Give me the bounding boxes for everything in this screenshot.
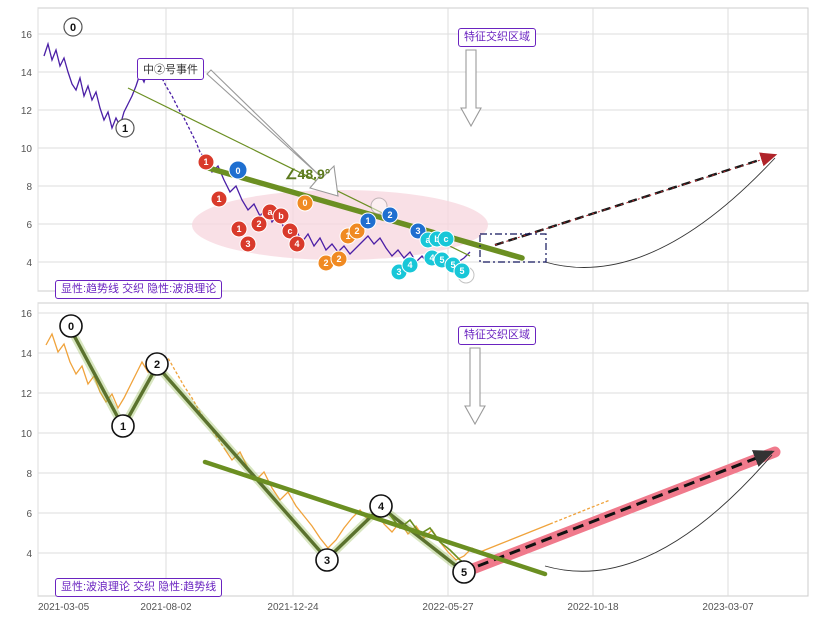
top-trend-line-olive	[202, 164, 525, 261]
bottom-trend-line-olive	[202, 459, 548, 577]
svg-text:0: 0	[302, 198, 307, 208]
bottom-pivot-5: 5	[452, 560, 476, 584]
svg-text:3: 3	[415, 226, 420, 236]
svg-text:8: 8	[26, 182, 32, 193]
svg-text:c: c	[443, 234, 448, 244]
svg-text:10: 10	[21, 144, 33, 155]
svg-text:10: 10	[21, 429, 33, 440]
svg-text:5: 5	[461, 567, 467, 579]
svg-text:2: 2	[336, 254, 341, 264]
svg-text:2021-12-24: 2021-12-24	[267, 602, 319, 613]
svg-text:4: 4	[26, 258, 32, 269]
svg-text:1: 1	[120, 421, 126, 433]
bottom-pivot-2: 2	[145, 352, 169, 376]
bottom-panel: 0 1 2 3 4 5	[37, 302, 809, 597]
top-wave-markers: 1 1 1 3 2 a b c 4 0 0 2 2 1 2 1 2 3 4 3	[197, 153, 471, 281]
top-feature-zone-label: 特征交织区域	[458, 28, 536, 47]
bottom-pivot-3: 3	[315, 548, 339, 572]
svg-text:12: 12	[21, 389, 33, 400]
top-zone-arrow	[460, 49, 482, 128]
bottom-arc-curve	[544, 454, 773, 572]
top-pivot-1: 1	[115, 118, 135, 138]
svg-text:2: 2	[256, 219, 261, 229]
svg-text:8: 8	[26, 469, 32, 480]
svg-text:4: 4	[294, 239, 299, 249]
bottom-wave-main	[68, 327, 466, 574]
svg-text:a: a	[425, 235, 431, 245]
top-event-arrow	[206, 69, 339, 197]
svg-text:2: 2	[323, 258, 328, 268]
svg-text:a: a	[267, 207, 273, 217]
top-y-axis: 16 14 12 10 8 6 4	[21, 30, 33, 269]
svg-text:2: 2	[354, 226, 359, 236]
top-panel: 0 1 1 1 1 3 2 a b c 4	[37, 7, 809, 292]
bottom-projection-dashed	[477, 450, 775, 568]
svg-text:4: 4	[407, 260, 412, 270]
svg-text:5: 5	[459, 266, 464, 276]
svg-text:2: 2	[387, 210, 392, 220]
svg-text:0: 0	[70, 22, 76, 34]
svg-text:16: 16	[21, 309, 33, 320]
svg-text:14: 14	[21, 68, 33, 79]
svg-text:2022-05-27: 2022-05-27	[422, 602, 474, 613]
bottom-price-line-4	[549, 499, 611, 525]
svg-text:b: b	[278, 211, 284, 221]
top-price-line-2	[159, 73, 207, 161]
svg-text:4: 4	[429, 253, 434, 263]
svg-text:1: 1	[203, 157, 208, 167]
svg-text:2023-03-07: 2023-03-07	[702, 602, 754, 613]
svg-text:1: 1	[216, 194, 221, 204]
bottom-legend: 显性:波浪理论 交织 隐性:趋势线	[55, 578, 223, 597]
svg-text:3: 3	[245, 239, 250, 249]
svg-text:2021-03-05: 2021-03-05	[38, 602, 90, 613]
top-pivot-ghost	[370, 197, 388, 215]
top-projection-red	[494, 156, 771, 246]
bottom-feature-zone-label: 特征交织区域	[458, 326, 536, 345]
svg-text:4: 4	[26, 549, 32, 560]
top-pivot-0: 0	[63, 17, 83, 37]
bottom-wave-halo	[66, 326, 467, 576]
top-legend: 显性:趋势线 交织 隐性:波浪理论	[55, 280, 223, 299]
svg-text:5: 5	[450, 260, 455, 270]
bottom-gridlines-v	[37, 303, 729, 596]
top-event-label: 中②号事件	[137, 58, 204, 80]
svg-text:c: c	[287, 226, 292, 236]
bottom-pivot-4: 4	[369, 494, 393, 518]
svg-text:3: 3	[324, 555, 330, 567]
svg-text:1: 1	[236, 224, 241, 234]
svg-text:16: 16	[21, 30, 33, 41]
svg-text:2021-08-02: 2021-08-02	[140, 602, 192, 613]
bottom-price-line	[45, 332, 161, 410]
svg-text:6: 6	[26, 509, 32, 520]
bottom-pivot-0: 0	[59, 314, 83, 338]
svg-text:4: 4	[378, 501, 385, 513]
svg-text:12: 12	[21, 106, 33, 117]
bottom-pivot-1: 1	[111, 414, 135, 438]
svg-text:b: b	[434, 234, 440, 244]
svg-text:2: 2	[154, 359, 160, 371]
bottom-y-axis: 16 14 12 10 8 6 4	[21, 309, 33, 560]
top-arc-curve	[544, 157, 776, 268]
top-feature-box	[479, 233, 547, 263]
top-angle-label: ∠48.9°	[285, 166, 331, 182]
bottom-zone-arrow	[464, 347, 486, 426]
svg-text:14: 14	[21, 349, 33, 360]
svg-text:2022-10-18: 2022-10-18	[567, 602, 619, 613]
bottom-plot-area	[37, 302, 809, 597]
x-axis: 2021-03-05 2021-08-02 2021-12-24 2022-05…	[38, 602, 754, 613]
svg-text:5: 5	[439, 255, 444, 265]
svg-text:1: 1	[345, 231, 350, 241]
svg-text:0: 0	[235, 166, 240, 176]
svg-text:1: 1	[365, 216, 370, 226]
svg-text:1: 1	[122, 123, 128, 135]
svg-text:3: 3	[396, 267, 401, 277]
svg-text:6: 6	[26, 220, 32, 231]
svg-text:0: 0	[68, 321, 74, 333]
